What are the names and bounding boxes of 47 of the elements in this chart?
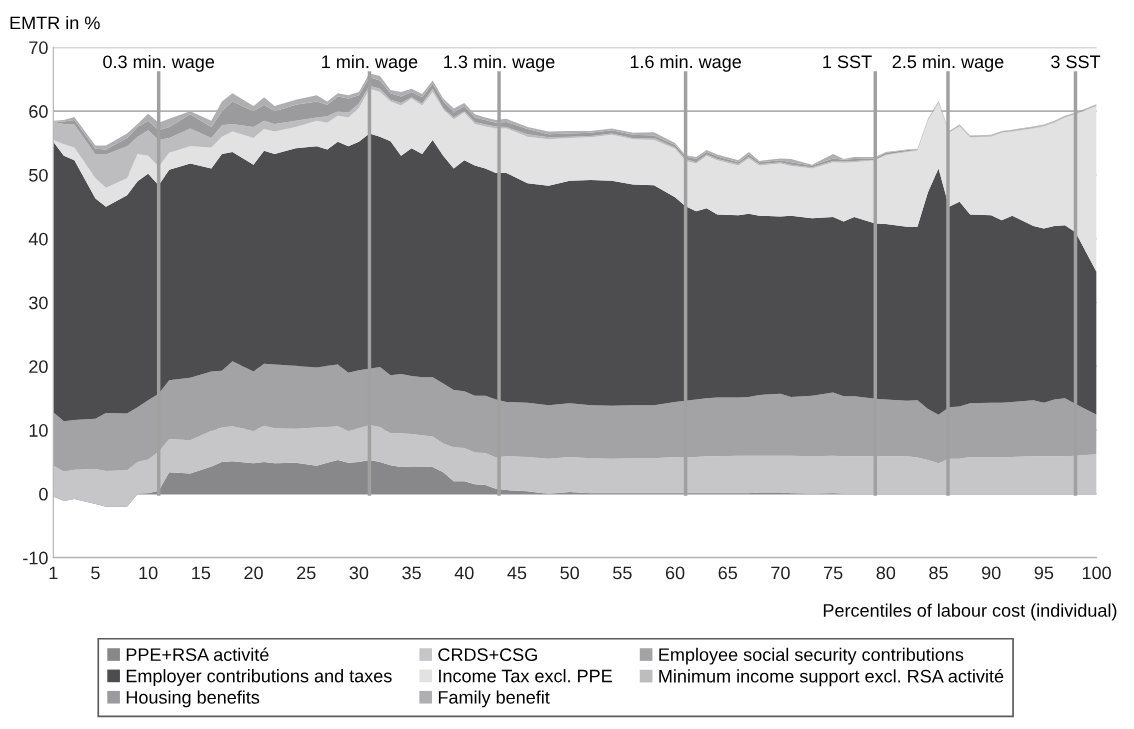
- ref-line-label: 1.3 min. wage: [444, 54, 555, 72]
- x-tick-label: 5: [91, 566, 100, 580]
- x-axis-title: Percentiles of labour cost (individual): [823, 603, 1117, 621]
- y-tick-label: 0: [39, 487, 48, 501]
- ref-line-label: 1 min. wage: [322, 54, 418, 72]
- legend-label: Family benefit: [438, 690, 550, 708]
- x-tick-label: 15: [192, 566, 211, 580]
- x-tick-label: 50: [560, 566, 580, 580]
- x-tick-label: 100: [1082, 566, 1111, 580]
- legend-label: Housing benefits: [126, 690, 260, 708]
- ref-line-label: 2.5 min. wage: [892, 54, 1004, 72]
- y-tick-label: 70: [29, 41, 48, 55]
- y-axis-title: EMTR in %: [10, 15, 100, 30]
- y-tick-label: 40: [28, 232, 48, 246]
- x-tick-label: 20: [244, 566, 263, 580]
- y-tick-label: 30: [29, 296, 48, 310]
- legend-label: Minimum income support excl. RSA activité: [659, 669, 1004, 687]
- x-tick-label: 90: [982, 566, 1001, 580]
- x-tick-label: 70: [771, 566, 790, 580]
- y-tick-label: 50: [29, 168, 48, 182]
- x-tick-label: 1: [49, 566, 58, 580]
- x-tick-label: 95: [1034, 566, 1054, 580]
- ref-line-label: 3 SST: [1051, 55, 1101, 69]
- legend-label: PPE+RSA activité: [126, 647, 269, 662]
- ref-line-label: 1 SST: [823, 55, 872, 69]
- x-tick-label: 80: [876, 566, 896, 580]
- y-tick-label: 10: [29, 424, 48, 437]
- x-tick-label: 45: [507, 566, 527, 580]
- legend-label: CRDS+CSG: [438, 648, 537, 662]
- y-tick-label: 60: [29, 105, 48, 118]
- ref-line-label: 1.6 min. wage: [630, 54, 741, 72]
- x-tick-label: 10: [139, 566, 158, 580]
- x-tick-label: 35: [402, 566, 421, 580]
- x-tick-label: 40: [454, 566, 474, 580]
- x-tick-label: 65: [718, 566, 738, 580]
- x-tick-label: 30: [349, 566, 369, 580]
- x-tick-label: 55: [613, 566, 632, 580]
- ref-line-label: 0.3 min. wage: [103, 54, 215, 72]
- x-tick-label: 75: [824, 566, 843, 580]
- y-tick-label: -10: [23, 551, 48, 565]
- y-tick-label: 20: [29, 360, 48, 374]
- x-tick-label: 85: [929, 566, 948, 580]
- legend-label: Employer contributions and taxes: [126, 669, 392, 686]
- x-tick-label: 60: [665, 566, 685, 580]
- x-tick-label: 25: [297, 566, 316, 580]
- legend-label: Income Tax excl. PPE: [439, 669, 612, 683]
- legend-label: Employee social security contributions: [659, 647, 964, 665]
